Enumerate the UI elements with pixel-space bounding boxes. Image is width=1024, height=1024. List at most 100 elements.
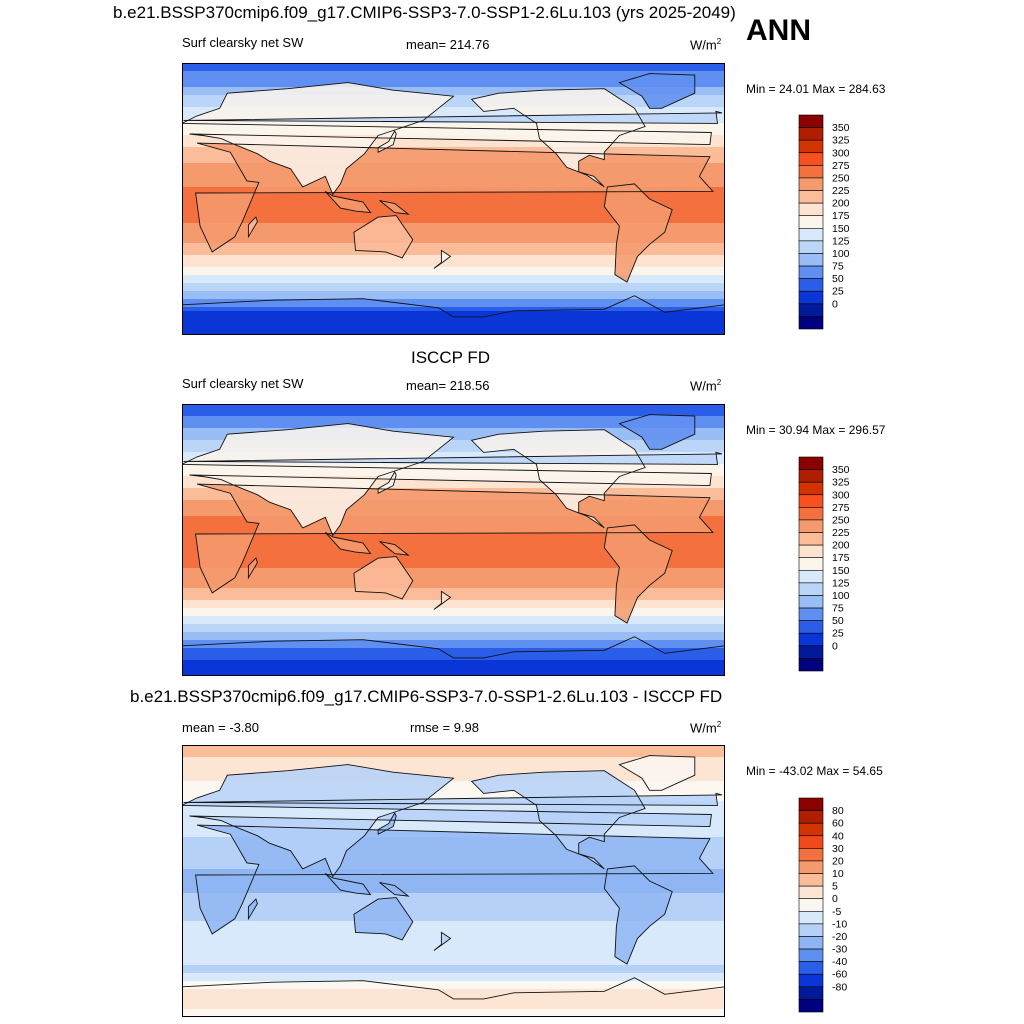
panel-1-variable-label: Surf clearsky net SW bbox=[182, 35, 304, 50]
map-band bbox=[182, 564, 725, 569]
map-band bbox=[182, 279, 725, 284]
colorbar-swatch bbox=[798, 948, 824, 962]
land-fill-indonesia bbox=[325, 873, 371, 895]
map-band bbox=[182, 917, 725, 922]
land-fill-madagascar bbox=[248, 558, 258, 578]
map-band bbox=[182, 255, 725, 260]
coastline-japan bbox=[377, 471, 397, 494]
land-fill-eurasia bbox=[182, 423, 712, 536]
panel-2-variable-label: Surf clearsky net SW bbox=[182, 376, 304, 391]
map-band bbox=[182, 977, 725, 982]
colorbar-swatch bbox=[798, 303, 824, 317]
coastline-north-america bbox=[470, 770, 646, 870]
map-band bbox=[182, 464, 725, 469]
colorbar-swatch bbox=[798, 923, 824, 937]
colorbar-swatch bbox=[798, 114, 824, 128]
map-band bbox=[182, 664, 725, 669]
map-band bbox=[182, 965, 725, 970]
map-band bbox=[182, 981, 725, 986]
map-band bbox=[182, 416, 725, 421]
colorbar-tick-label: 300 bbox=[832, 489, 850, 501]
coastline-south-america bbox=[603, 524, 673, 624]
colorbar-swatch bbox=[798, 215, 824, 229]
map-band bbox=[182, 969, 725, 974]
colorbar-swatch bbox=[798, 532, 824, 546]
map-band bbox=[182, 299, 725, 304]
map-band bbox=[182, 1005, 725, 1010]
land-fill-eurasia bbox=[182, 764, 712, 877]
colorbar-tick-label: 225 bbox=[832, 185, 850, 197]
map-band bbox=[182, 821, 725, 826]
land-fill-indonesia bbox=[325, 191, 371, 213]
map-band bbox=[182, 576, 725, 581]
colorbar-tick-label: -10 bbox=[832, 918, 847, 930]
map-band bbox=[182, 263, 725, 268]
map-band bbox=[182, 215, 725, 220]
colorbar-tick-label: 100 bbox=[832, 248, 850, 260]
colorbar-tick-label: 200 bbox=[832, 540, 850, 552]
colorbar-swatch bbox=[798, 873, 824, 887]
map-band bbox=[182, 139, 725, 144]
land-fill-uk bbox=[183, 111, 722, 124]
colorbar-swatch bbox=[798, 607, 824, 621]
colorbar-swatch bbox=[798, 835, 824, 849]
colorbar-swatch bbox=[798, 885, 824, 900]
map-band bbox=[182, 239, 725, 244]
colorbar-swatch bbox=[798, 620, 824, 634]
colorbar-tick-label: 40 bbox=[832, 830, 844, 842]
map-band bbox=[182, 829, 725, 834]
colorbar-tick-label: -30 bbox=[832, 944, 847, 956]
coastline-madagascar bbox=[247, 216, 258, 239]
coastline-greenland bbox=[618, 755, 696, 791]
map-band bbox=[182, 672, 725, 676]
map-band bbox=[182, 825, 725, 830]
coastline-uk bbox=[183, 110, 723, 124]
map-band bbox=[182, 668, 725, 673]
land-fill-madagascar bbox=[248, 217, 258, 237]
map-band bbox=[182, 941, 725, 946]
colorbar-swatch bbox=[798, 290, 824, 305]
land-fill-eurasia bbox=[182, 82, 712, 195]
map-band bbox=[182, 191, 725, 196]
map-band bbox=[182, 973, 725, 978]
panel-2-title: ISCCP FD bbox=[411, 348, 491, 367]
map-band bbox=[182, 616, 725, 621]
map-band bbox=[182, 259, 725, 264]
map-band bbox=[182, 536, 725, 541]
map-band bbox=[182, 247, 725, 252]
colorbar-tick-label: 5 bbox=[832, 881, 838, 893]
colorbar-tick-label: 25 bbox=[832, 628, 844, 640]
colorbar-swatch bbox=[798, 999, 824, 1013]
panel-3-min-max: Min = -43.02 Max = 54.65 bbox=[746, 764, 883, 778]
map-band bbox=[182, 83, 725, 88]
land-fill-madagascar bbox=[248, 899, 258, 919]
coastline-new-zealand bbox=[433, 931, 452, 951]
land-fill-north-america bbox=[471, 770, 646, 869]
panel-2-map bbox=[182, 404, 725, 676]
map-band bbox=[182, 632, 725, 637]
map-band bbox=[182, 63, 725, 68]
map-band bbox=[182, 291, 725, 296]
map-band bbox=[182, 644, 725, 649]
land-fill-uk bbox=[183, 793, 722, 806]
land-fill-new-zealand bbox=[433, 591, 451, 610]
map-band bbox=[182, 484, 725, 489]
map-band bbox=[182, 893, 725, 898]
colorbar-swatch bbox=[798, 898, 824, 912]
map-band bbox=[182, 628, 725, 633]
panel-2-units-label: W/m2 bbox=[690, 378, 722, 394]
map-band bbox=[182, 211, 725, 216]
coastline-indonesia bbox=[324, 532, 372, 555]
colorbar-tick-label: 50 bbox=[832, 273, 844, 285]
map-band bbox=[182, 588, 725, 593]
map-band bbox=[182, 793, 725, 798]
map-band bbox=[182, 785, 725, 790]
coastline-africa bbox=[195, 483, 714, 594]
map-band bbox=[182, 207, 725, 212]
colorbar-swatch bbox=[798, 139, 824, 154]
colorbar-tick-label: 75 bbox=[832, 261, 844, 273]
map-band bbox=[182, 123, 725, 128]
map-band bbox=[182, 592, 725, 597]
map-band bbox=[182, 203, 725, 208]
